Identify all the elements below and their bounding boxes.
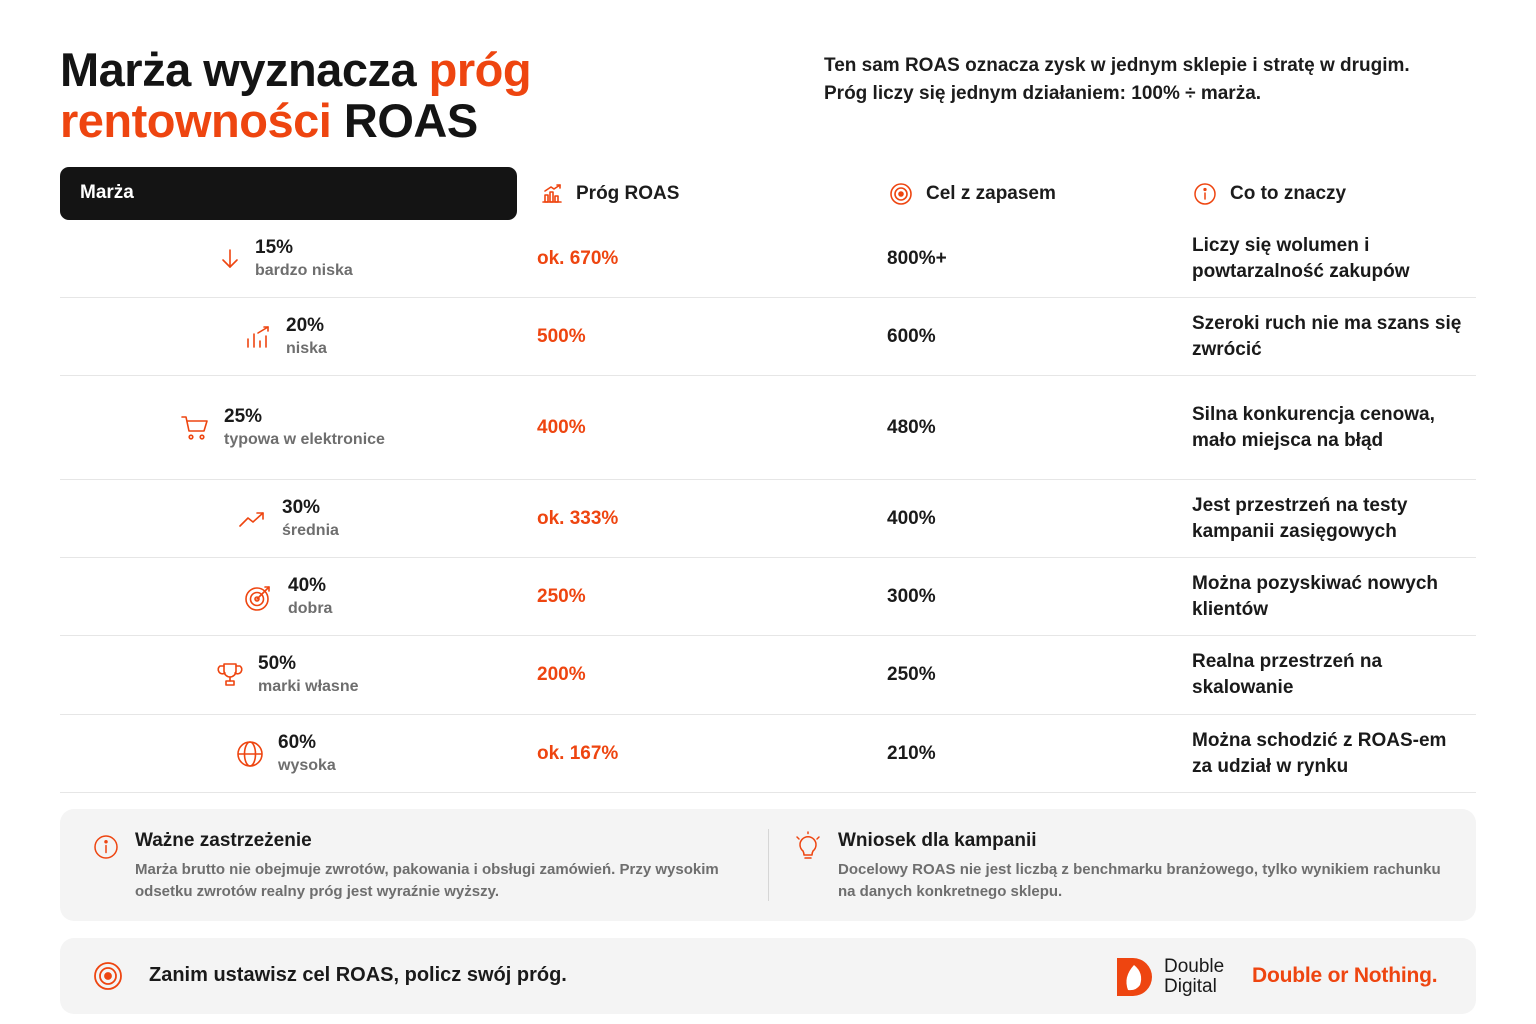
globe-icon bbox=[237, 740, 263, 767]
meaning-text: Można schodzić z ROAS-em za udział w ryn… bbox=[1192, 729, 1447, 777]
note-conclusion: Wniosek dla kampanii Docelowy ROAS nie j… bbox=[838, 829, 1448, 903]
prog-roas-value: 400% bbox=[537, 416, 586, 438]
roas-table: 15% bardzo niska ok. 670% 800%+ Liczy się… bbox=[60, 220, 1476, 793]
brand-slogan: Double or Nothing. bbox=[1252, 964, 1438, 987]
info-icon bbox=[94, 835, 118, 859]
note-disclaimer: Ważne zastrzeżenie Marża brutto nie obej… bbox=[135, 829, 735, 903]
marza-value: 20% bbox=[286, 314, 325, 336]
shopping-cart-icon bbox=[181, 415, 208, 440]
notes-divider bbox=[768, 829, 769, 901]
marza-value: 40% bbox=[288, 574, 327, 596]
table-row: 40% dobra 250% 300% Można pozyskiwać nowy… bbox=[60, 558, 1476, 636]
target-arrow-icon bbox=[245, 585, 270, 611]
marza-cell: 15% bardzo niska bbox=[219, 220, 353, 297]
prog-roas-value: ok. 333% bbox=[537, 507, 619, 529]
marza-value: 50% bbox=[258, 653, 297, 674]
marza-label: dobra bbox=[288, 599, 333, 617]
meaning-text: Realna przestrzeń na skalowanie bbox=[1192, 651, 1383, 698]
table-row: 20% niska 500% 600% Szeroki ruch nie ma s… bbox=[60, 298, 1476, 376]
cel-value: 600% bbox=[887, 325, 936, 347]
meaning-text: Liczy się wolumen i powtarzalność zakupó… bbox=[1192, 234, 1410, 282]
target-icon bbox=[94, 962, 122, 990]
cel-value: 800%+ bbox=[887, 247, 947, 269]
prog-roas-value: 250% bbox=[537, 585, 586, 607]
header-prog-label: Próg ROAS bbox=[576, 183, 680, 204]
marza-label: średnia bbox=[282, 521, 339, 539]
table-row: 50% marki własne 200% 250% Realna przestr… bbox=[60, 636, 1476, 715]
marza-cell: 60% wysoka bbox=[236, 715, 336, 792]
header-co-label: Co to znaczy bbox=[1230, 183, 1347, 204]
title-part-2: ROAS bbox=[331, 94, 478, 147]
marza-cell: 30% średnia bbox=[238, 480, 339, 557]
header-marza-label: Marża bbox=[80, 182, 134, 203]
header-cel-label: Cel z zapasem bbox=[926, 183, 1056, 204]
prog-roas-value: ok. 167% bbox=[537, 742, 619, 764]
table-row: 25% typowa w elektronice 400% 480% Silna … bbox=[60, 376, 1476, 480]
footer-cta-text: Zanim ustawisz cel ROAS, policz swój pró… bbox=[149, 964, 567, 986]
marza-label: marki własne bbox=[258, 678, 359, 695]
note-conclusion-body: Docelowy ROAS nie jest liczbą z benchmar… bbox=[838, 861, 1441, 900]
lead-text: Ten sam ROAS oznacza zysk w jednym sklep… bbox=[824, 55, 1410, 104]
marza-value: 15% bbox=[255, 236, 294, 258]
marza-value: 60% bbox=[278, 731, 317, 753]
info-icon bbox=[1194, 183, 1216, 205]
meaning-text: Można pozyskiwać nowych klientów bbox=[1192, 572, 1438, 620]
prog-roas-value: 200% bbox=[537, 664, 586, 685]
table-row: 15% bardzo niska ok. 670% 800%+ Liczy się… bbox=[60, 220, 1476, 298]
notes-panel: Ważne zastrzeżenie Marża brutto nie obej… bbox=[60, 809, 1476, 921]
page-title: Marża wyznacza próg rentowności ROAS bbox=[60, 44, 620, 146]
note-disclaimer-title: Ważne zastrzeżenie bbox=[135, 830, 312, 851]
note-conclusion-title: Wniosek dla kampanii bbox=[838, 830, 1037, 851]
prog-roas-value: 500% bbox=[537, 325, 586, 347]
arrow-down-icon bbox=[222, 248, 238, 268]
brand-logo-text: Double Digital bbox=[1164, 957, 1224, 997]
title-accent: próg rentowności bbox=[60, 43, 532, 147]
meaning-text: Szeroki ruch nie ma szans się zwrócić bbox=[1192, 312, 1462, 360]
header-marza: Marża bbox=[60, 167, 517, 220]
trophy-icon bbox=[217, 663, 243, 686]
trend-up-icon bbox=[239, 511, 264, 527]
footer-banner: Zanim ustawisz cel ROAS, policz swój pró… bbox=[60, 938, 1476, 1014]
double-digital-logo-icon bbox=[1117, 958, 1152, 996]
prog-roas-value: ok. 670% bbox=[537, 247, 619, 269]
table-row: 60% wysoka ok. 167% 210% Można schodzić z… bbox=[60, 715, 1476, 793]
bar-chart-up-icon bbox=[542, 184, 562, 203]
bar-chart-icon bbox=[247, 325, 269, 348]
marza-value: 30% bbox=[282, 496, 321, 518]
marza-label: bardzo niska bbox=[255, 261, 353, 279]
header-co-to-znaczy: Co to znaczy bbox=[1192, 180, 1346, 208]
logo-line-2: Digital bbox=[1164, 976, 1217, 997]
marza-label: niska bbox=[286, 339, 327, 357]
meaning-text: Silna konkurencja cenowa, mało miejsca n… bbox=[1192, 403, 1435, 451]
cel-value: 480% bbox=[887, 416, 936, 438]
marza-label: wysoka bbox=[278, 756, 336, 774]
marza-cell: 20% niska bbox=[244, 298, 327, 375]
marza-label: typowa w elektronice bbox=[224, 430, 385, 448]
target-icon bbox=[890, 183, 912, 205]
lightbulb-icon bbox=[796, 831, 820, 859]
cel-value: 250% bbox=[887, 664, 936, 685]
marza-cell: 50% marki własne bbox=[216, 636, 359, 714]
logo-line-1: Double bbox=[1164, 956, 1225, 977]
marza-cell: 25% typowa w elektronice bbox=[180, 376, 385, 479]
title-part-1: Marża wyznacza bbox=[60, 43, 429, 96]
marza-cell: 40% dobra bbox=[244, 558, 332, 635]
header-prog-roas: Próg ROAS bbox=[540, 180, 679, 208]
table-row: 30% średnia ok. 333% 400% Jest przestrzeń… bbox=[60, 480, 1476, 558]
cel-value: 300% bbox=[887, 585, 936, 607]
cel-value: 210% bbox=[887, 742, 936, 764]
meaning-text: Jest przestrzeń na testy kampanii zasięg… bbox=[1192, 494, 1408, 542]
marza-value: 25% bbox=[224, 405, 263, 427]
note-disclaimer-body: Marża brutto nie obejmuje zwrotów, pakow… bbox=[135, 861, 719, 900]
header-cel-z-zapasem: Cel z zapasem bbox=[888, 180, 1056, 208]
cel-value: 400% bbox=[887, 507, 936, 529]
